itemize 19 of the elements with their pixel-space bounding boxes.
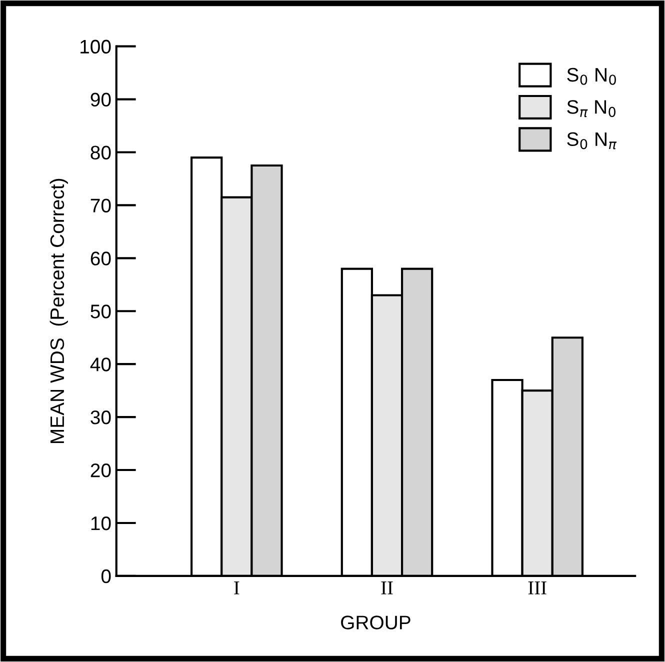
y-tick-label: 60 [90,252,111,266]
y-tick-label: 70 [90,198,111,212]
y-tick-label: 50 [90,304,111,318]
y-tick-label: 100 [80,40,111,54]
y-tick-label: 10 [91,516,111,530]
legend-label: S$_{0}$ N$_{π}$ [567,132,617,150]
x-tick-label: II [381,582,393,594]
y-tick-label: 20 [90,463,111,478]
y-tick-label: 80 [90,146,111,160]
legend-label: S$_{π}$ N$_{0}$ [567,100,616,118]
y-tick-label: 40 [90,358,111,372]
y-tick-label: 90 [90,92,111,107]
x-axis-title: GROUP [341,616,410,630]
y-tick-label: 30 [90,410,111,424]
x-tick-label: III [528,582,546,594]
y-tick-label: 0 [101,569,111,584]
x-tick-label: I [234,582,240,594]
legend-label: S$_{0}$ N$_{0}$ [567,68,616,85]
y-axis-title: MEAN WDS (Percent Correct) [50,178,68,443]
